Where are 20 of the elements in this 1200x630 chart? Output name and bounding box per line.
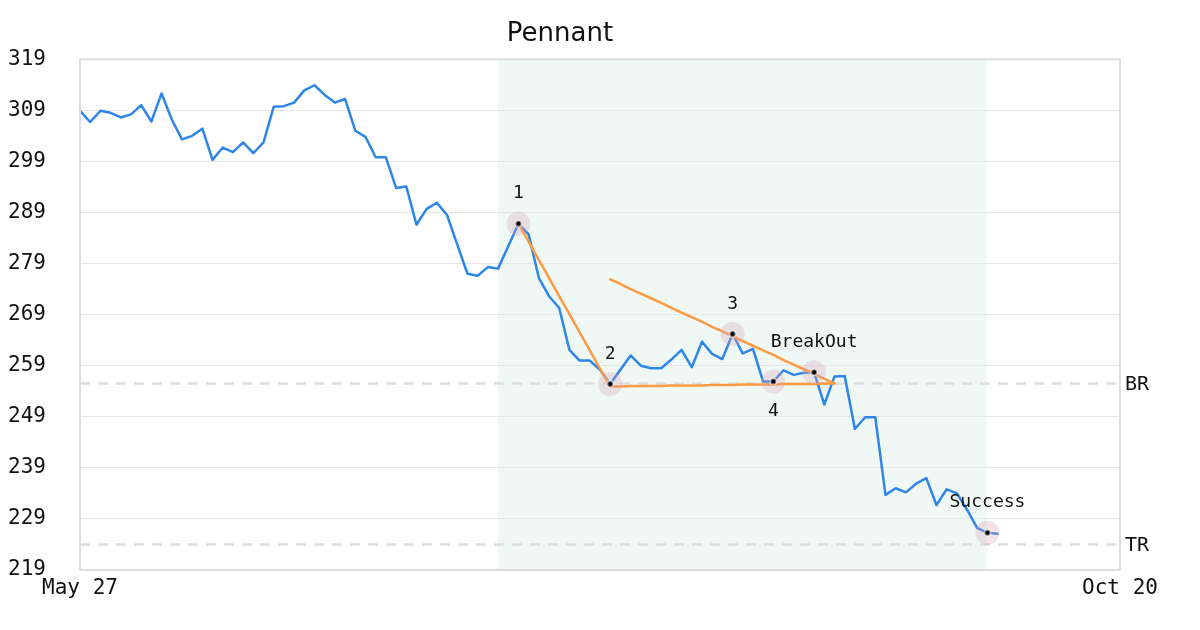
ref-line-label: TR [1125, 531, 1151, 556]
y-tick-label: 239 [8, 454, 46, 479]
y-tick-label: 269 [8, 301, 46, 326]
annotation: 3 [727, 291, 738, 313]
y-tick-label: 299 [8, 147, 46, 172]
x-tick-label: May 27 [42, 575, 118, 600]
annotation: 1 [513, 181, 524, 203]
y-tick-label: 229 [8, 505, 46, 530]
y-tick-label: 289 [8, 198, 46, 223]
annotation: 4 [767, 399, 779, 421]
y-tick-label: 259 [8, 352, 46, 377]
chart-title: Pennant [506, 17, 614, 48]
annotation: 2 [604, 341, 616, 363]
annotation: BreakOut [770, 329, 858, 351]
x-tick-label: Oct 20 [1082, 575, 1158, 600]
y-tick-label: 279 [8, 249, 46, 274]
y-tick-label: 309 [8, 96, 46, 121]
y-tick-label: 319 [8, 45, 46, 70]
ref-line-label: BR [1125, 370, 1151, 395]
y-tick-label: 249 [8, 403, 46, 428]
